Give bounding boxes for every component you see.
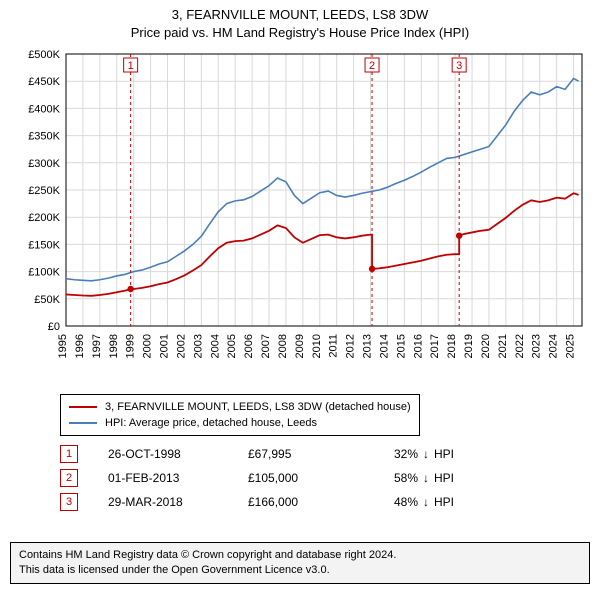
svg-text:1997: 1997 xyxy=(91,334,103,358)
svg-text:2003: 2003 xyxy=(192,334,204,358)
transaction-price-2: £105,000 xyxy=(248,471,358,485)
transaction-marker-dot-3 xyxy=(456,232,462,238)
chart-container: 3, FEARNVILLE MOUNT, LEEDS, LS8 3DW Pric… xyxy=(0,0,600,590)
legend-item-price-paid: 3, FEARNVILLE MOUNT, LEEDS, LS8 3DW (det… xyxy=(69,399,411,415)
svg-text:2004: 2004 xyxy=(209,334,221,358)
svg-text:2022: 2022 xyxy=(514,334,526,358)
svg-text:2: 2 xyxy=(369,60,375,72)
down-arrow-icon: ↓ xyxy=(418,495,434,509)
transaction-hpi-label-3: HPI xyxy=(434,495,474,509)
svg-text:£200K: £200K xyxy=(28,212,60,224)
svg-text:2017: 2017 xyxy=(429,334,441,358)
transaction-price-1: £67,995 xyxy=(248,447,358,461)
transaction-date-1: 26-OCT-1998 xyxy=(108,447,248,461)
legend-label-hpi: HPI: Average price, detached house, Leed… xyxy=(105,415,317,432)
chart-plot-wrap: £0 £50K £100K £150K £200K £250K £300K £350K £400… xyxy=(10,44,590,384)
svg-text:2024: 2024 xyxy=(548,334,560,358)
transaction-date-3: 29-MAR-2018 xyxy=(108,495,248,509)
transaction-row-1: 1 26-OCT-1998 £67,995 32% ↓ HPI xyxy=(60,442,474,466)
svg-text:2008: 2008 xyxy=(277,334,289,358)
transaction-row-2: 2 01-FEB-2013 £105,000 58% ↓ HPI xyxy=(60,466,474,490)
svg-text:1995: 1995 xyxy=(57,334,69,358)
transaction-badge-3: 3 xyxy=(60,493,78,511)
transaction-hpi-label-1: HPI xyxy=(434,447,474,461)
svg-text:£300K: £300K xyxy=(28,158,60,170)
svg-text:2019: 2019 xyxy=(463,334,475,358)
chart-svg: £0 £50K £100K £150K £200K £250K £300K £350K £400… xyxy=(10,44,590,384)
svg-text:2009: 2009 xyxy=(294,334,306,358)
transaction-pct-1: 32% xyxy=(358,447,418,461)
svg-text:2006: 2006 xyxy=(243,334,255,358)
svg-text:2023: 2023 xyxy=(531,334,543,358)
svg-text:2012: 2012 xyxy=(345,334,357,358)
svg-text:2005: 2005 xyxy=(226,334,238,358)
svg-text:2020: 2020 xyxy=(480,334,492,358)
svg-text:2021: 2021 xyxy=(497,334,509,358)
svg-text:£100K: £100K xyxy=(28,267,60,279)
svg-text:2016: 2016 xyxy=(412,334,424,358)
transaction-marker-dot-2 xyxy=(369,266,375,272)
transaction-badge-1: 1 xyxy=(60,445,78,463)
legend-swatch-price-paid xyxy=(69,406,97,408)
legend-label-price-paid: 3, FEARNVILLE MOUNT, LEEDS, LS8 3DW (det… xyxy=(105,399,411,416)
transaction-pct-3: 48% xyxy=(358,495,418,509)
footer-attribution: Contains HM Land Registry data © Crown c… xyxy=(10,542,590,584)
transaction-price-3: £166,000 xyxy=(248,495,358,509)
svg-text:2001: 2001 xyxy=(159,334,171,358)
transaction-hpi-label-2: HPI xyxy=(434,471,474,485)
transactions-table: 1 26-OCT-1998 £67,995 32% ↓ HPI 2 01-FEB… xyxy=(60,442,474,514)
svg-text:2011: 2011 xyxy=(328,334,340,358)
svg-text:£350K: £350K xyxy=(28,131,60,143)
transaction-date-2: 01-FEB-2013 xyxy=(108,471,248,485)
chart-title-address: 3, FEARNVILLE MOUNT, LEEDS, LS8 3DW xyxy=(0,6,600,24)
svg-text:2025: 2025 xyxy=(565,334,577,358)
svg-text:1999: 1999 xyxy=(125,334,137,358)
svg-text:2002: 2002 xyxy=(175,334,187,358)
footer-line-1: Contains HM Land Registry data © Crown c… xyxy=(19,548,581,563)
svg-text:£0: £0 xyxy=(48,321,60,333)
svg-text:£50K: £50K xyxy=(34,294,60,306)
transaction-marker-dot-1 xyxy=(127,286,133,292)
svg-text:£250K: £250K xyxy=(28,185,60,197)
transaction-row-3: 3 29-MAR-2018 £166,000 48% ↓ HPI xyxy=(60,490,474,514)
svg-text:1: 1 xyxy=(128,60,134,72)
svg-text:2000: 2000 xyxy=(142,334,154,358)
legend-item-hpi: HPI: Average price, detached house, Leed… xyxy=(69,415,411,431)
transaction-pct-2: 58% xyxy=(358,471,418,485)
svg-text:2018: 2018 xyxy=(446,334,458,358)
svg-text:£450K: £450K xyxy=(28,76,60,88)
footer-line-2: This data is licensed under the Open Gov… xyxy=(19,563,581,578)
down-arrow-icon: ↓ xyxy=(418,447,434,461)
svg-text:2014: 2014 xyxy=(378,334,390,358)
svg-text:£500K: £500K xyxy=(28,49,60,61)
legend: 3, FEARNVILLE MOUNT, LEEDS, LS8 3DW (det… xyxy=(60,394,420,436)
svg-text:1996: 1996 xyxy=(74,334,86,358)
svg-text:2010: 2010 xyxy=(311,334,323,358)
down-arrow-icon: ↓ xyxy=(418,471,434,485)
svg-text:2015: 2015 xyxy=(395,334,407,358)
transaction-badge-2: 2 xyxy=(60,469,78,487)
chart-titles: 3, FEARNVILLE MOUNT, LEEDS, LS8 3DW Pric… xyxy=(0,0,600,41)
svg-text:3: 3 xyxy=(456,60,462,72)
svg-text:1998: 1998 xyxy=(108,334,120,358)
legend-swatch-hpi xyxy=(69,422,97,424)
svg-text:£150K: £150K xyxy=(28,239,60,251)
svg-text:£400K: £400K xyxy=(28,103,60,115)
svg-text:2007: 2007 xyxy=(260,334,272,358)
chart-title-subtitle: Price paid vs. HM Land Registry's House … xyxy=(0,24,600,42)
svg-text:2013: 2013 xyxy=(362,334,374,358)
